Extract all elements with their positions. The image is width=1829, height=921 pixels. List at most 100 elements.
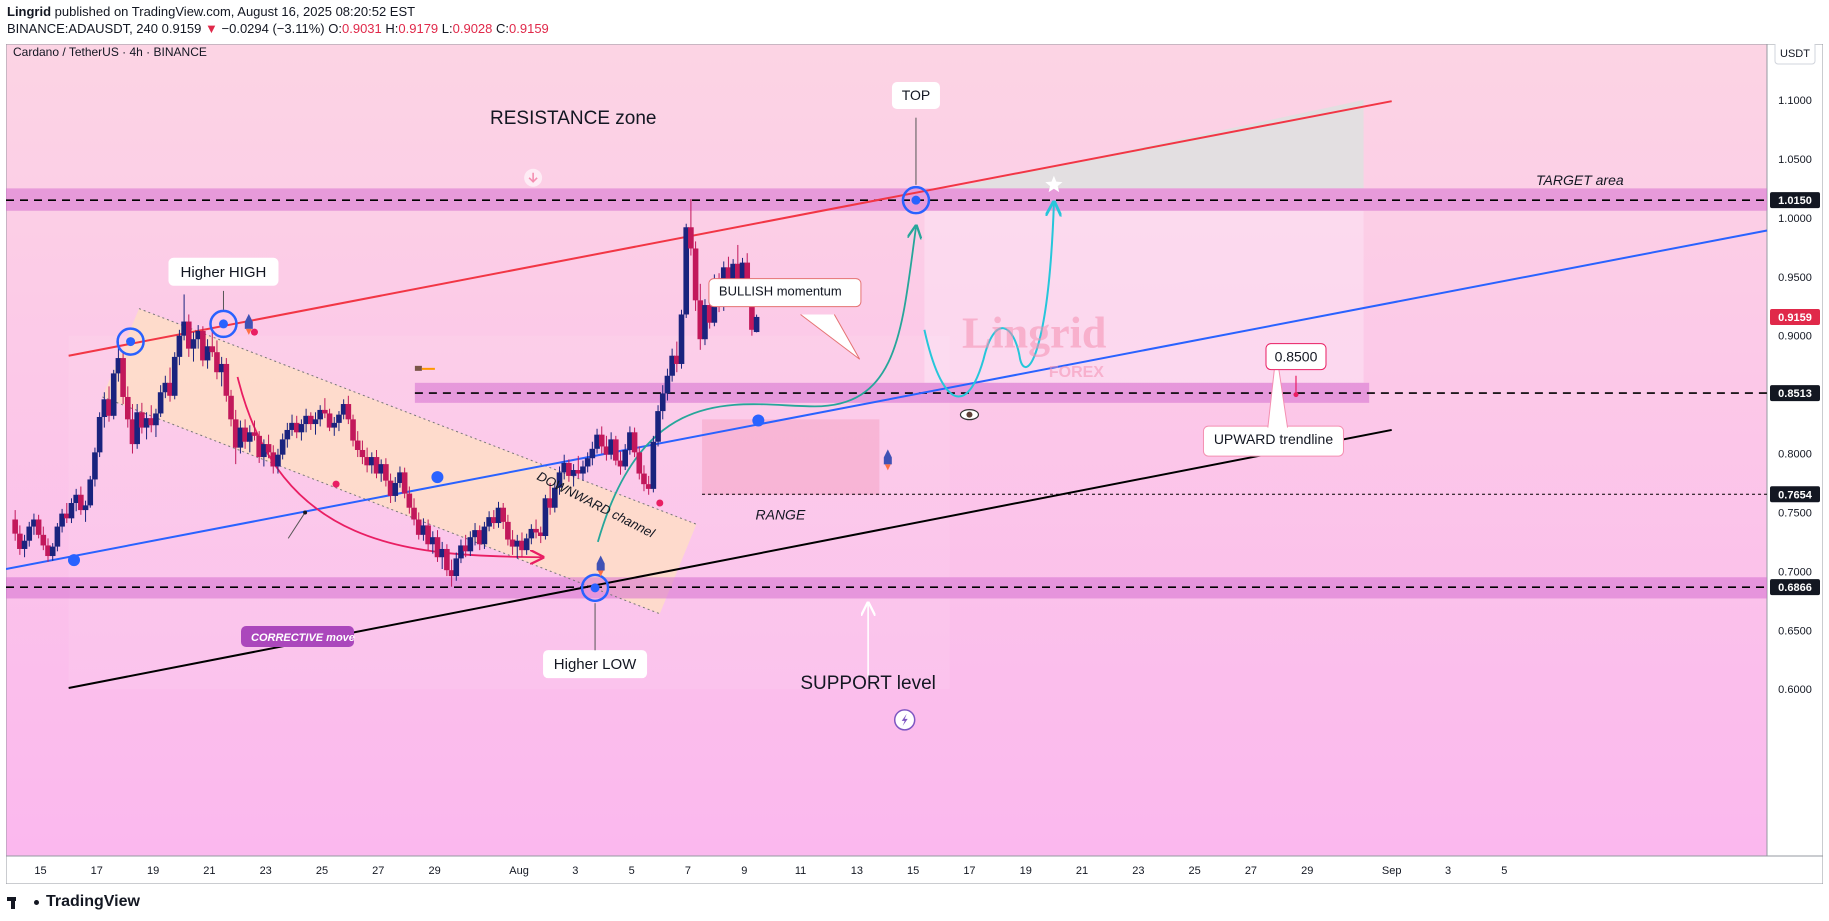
- candle-body: [143, 418, 150, 428]
- higher-low-label-box[interactable]: [543, 650, 648, 679]
- x-tick-label: 25: [316, 865, 328, 877]
- candle-body: [411, 507, 417, 520]
- y-tick-label: 0.6000: [1778, 684, 1812, 696]
- candle-body: [139, 412, 145, 428]
- tradingview-logo[interactable]: TradingView: [7, 893, 140, 911]
- candle-body: [533, 528, 539, 533]
- corrective-move-connector: [287, 512, 306, 539]
- candle-body: [284, 429, 291, 440]
- candle-body: [228, 395, 234, 420]
- candle-body: [552, 487, 558, 508]
- candle-body: [425, 525, 431, 545]
- candle-body: [537, 532, 544, 537]
- candle-body: [345, 404, 352, 420]
- price-badge-label: 0.9159: [1778, 312, 1812, 324]
- candle-body: [650, 441, 657, 489]
- chart-svg[interactable]: Cardano / TetherUS · 4h · BINANCE USDT RES…: [6, 44, 1823, 884]
- candle-body: [185, 321, 192, 349]
- symbol-ohlc-line: BINANCE:ADAUSDT, 240 0.9159 ▼ −0.0294 (−…: [7, 21, 549, 36]
- candle-body: [21, 540, 28, 549]
- candle-body: [73, 494, 79, 504]
- candle-body: [110, 373, 117, 416]
- candle-body: [415, 519, 422, 535]
- candle-body: [232, 419, 239, 448]
- candle-body: [303, 415, 309, 425]
- candle-body: [134, 412, 140, 445]
- candle-body: [495, 507, 502, 524]
- x-tick-label: Sep: [1382, 865, 1402, 877]
- candle-body: [397, 472, 403, 483]
- candle-body: [608, 439, 614, 455]
- candle-body: [467, 537, 474, 552]
- rocket-icon-2: [596, 555, 605, 571]
- candle-body: [214, 352, 220, 373]
- x-tick-label: 29: [1301, 865, 1313, 877]
- candle-body: [735, 263, 741, 282]
- candle-body: [387, 480, 394, 496]
- x-tick-label: 19: [1020, 865, 1032, 877]
- candle-body: [322, 409, 328, 414]
- higher-high-label-box[interactable]: [168, 257, 279, 286]
- trendline-1[interactable]: [68, 100, 1392, 357]
- candle-body: [101, 399, 108, 417]
- candle-body: [218, 363, 225, 373]
- published-text: published on TradingView.com, August 16,…: [54, 4, 416, 19]
- candle-body: [448, 570, 455, 577]
- corrective-move-anchor: [303, 510, 308, 515]
- candle-body: [190, 339, 197, 349]
- x-tick-label: 13: [851, 865, 863, 877]
- candle-body: [17, 533, 23, 549]
- x-tick-label: 21: [1076, 865, 1088, 877]
- candle-body: [40, 534, 47, 546]
- price-badge: [1770, 385, 1820, 402]
- candle-body: [256, 435, 262, 458]
- x-tick-label: 29: [428, 865, 440, 877]
- rocket-icon-3-flame: [884, 464, 891, 471]
- support-level-label: SUPPORT level: [800, 673, 936, 694]
- candle-body: [176, 335, 183, 357]
- candle-body: [87, 479, 94, 506]
- tradingview-dot-icon: [34, 899, 39, 905]
- currency-label: USDT: [1780, 48, 1810, 60]
- resistance-zone-label: RESISTANCE zone: [490, 108, 656, 129]
- candle-body: [204, 346, 211, 361]
- corrective-move-label-box[interactable]: [241, 626, 354, 647]
- price-badge: [1770, 308, 1820, 325]
- price-badge-label: 0.8513: [1778, 388, 1812, 400]
- top-label-box[interactable]: [891, 82, 940, 109]
- chart-area[interactable]: Cardano / TetherUS · 4h · BINANCE USDT RES…: [6, 44, 1823, 884]
- candle-body: [359, 449, 366, 458]
- candle-body: [49, 546, 56, 557]
- candle-body: [289, 422, 295, 430]
- candle-body: [598, 434, 605, 447]
- watermark: Lingrid: [962, 308, 1106, 357]
- candle-body: [692, 248, 699, 301]
- candle-body: [82, 505, 89, 511]
- tradingview-brand: TradingView: [46, 893, 140, 910]
- candle-body: [406, 493, 413, 508]
- candle-body: [486, 517, 492, 527]
- time-scale-background: [6, 855, 1823, 884]
- candle-body: [697, 300, 704, 340]
- currency-box[interactable]: [1774, 44, 1816, 65]
- y-tick-label: 1.0000: [1778, 213, 1812, 225]
- trendline-touch-dot: [68, 554, 80, 567]
- high-value: 0.9179: [398, 21, 439, 36]
- candle-body: [383, 464, 389, 481]
- higher-low-label: Higher LOW: [554, 656, 637, 673]
- bullish-momentum-label-box[interactable]: [708, 278, 862, 308]
- candle-body: [645, 484, 652, 489]
- candle-body: [655, 411, 661, 442]
- candle-body: [669, 355, 675, 376]
- pivot-circle: [116, 327, 145, 356]
- trendline-2[interactable]: [6, 229, 1768, 571]
- candle-body: [26, 526, 33, 541]
- downward-channel-fill: [102, 308, 697, 614]
- candle-body: [420, 525, 427, 535]
- candle-body: [706, 305, 713, 323]
- y-tick-label: 0.8000: [1778, 449, 1812, 461]
- candle-body: [641, 473, 647, 485]
- candle-body: [251, 432, 258, 436]
- target-level-label-box[interactable]: [1265, 343, 1327, 371]
- x-tick-label: 5: [629, 865, 635, 877]
